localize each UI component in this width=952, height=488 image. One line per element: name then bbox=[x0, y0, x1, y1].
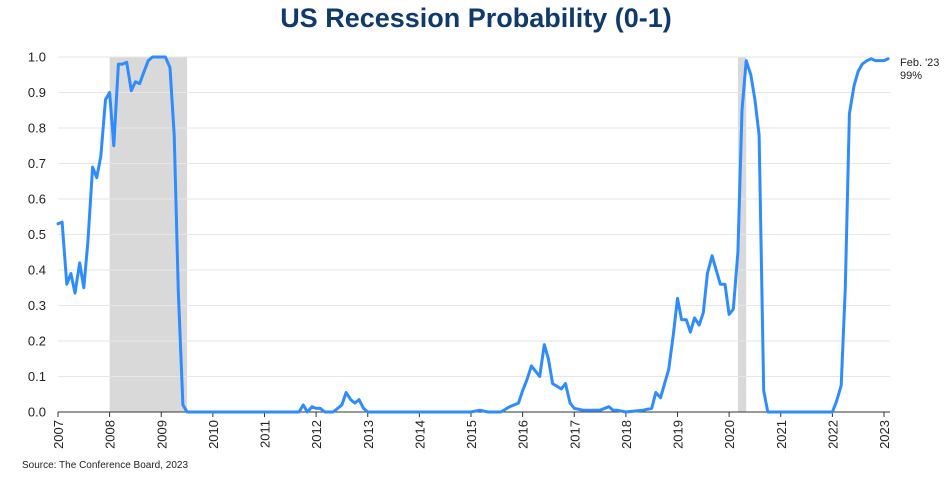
y-tick-label: 0.4 bbox=[28, 263, 46, 278]
y-tick-label: 0.6 bbox=[28, 192, 46, 207]
y-tick-label: 1.0 bbox=[28, 50, 46, 65]
x-tick-label: 2020 bbox=[722, 420, 737, 449]
y-tick-label: 0.9 bbox=[28, 85, 46, 100]
end-annotation-date: Feb. '23 bbox=[900, 57, 939, 69]
x-tick-label: 2014 bbox=[412, 420, 427, 449]
y-tick-label: 0.8 bbox=[28, 121, 46, 136]
x-tick-label: 2013 bbox=[361, 420, 376, 449]
series-line-0 bbox=[56, 55, 890, 414]
y-tick-label: 0.1 bbox=[28, 369, 46, 384]
y-tick-label: 0.0 bbox=[28, 405, 46, 420]
x-tick-label: 2011 bbox=[258, 420, 273, 448]
x-tick-label: 2009 bbox=[154, 420, 169, 449]
x-tick-label: 2015 bbox=[464, 420, 479, 449]
y-tick-label: 0.7 bbox=[28, 156, 46, 171]
x-tick-label: 2016 bbox=[516, 420, 531, 449]
x-tick-label: 2019 bbox=[671, 420, 686, 449]
y-tick-label: 0.3 bbox=[28, 298, 46, 313]
x-tick-label: 2007 bbox=[51, 420, 66, 449]
x-tick-label: 2012 bbox=[309, 420, 324, 449]
x-tick-label: 2018 bbox=[619, 420, 634, 449]
source-note: Source: The Conference Board, 2023 bbox=[22, 460, 189, 471]
x-tick-label: 2023 bbox=[877, 420, 892, 449]
y-tick-label: 0.5 bbox=[28, 227, 46, 242]
end-annotation-value: 99% bbox=[900, 70, 922, 82]
chart-title: US Recession Probability (0-1) bbox=[280, 3, 672, 33]
x-tick-label: 2017 bbox=[567, 420, 582, 449]
y-tick-label: 0.2 bbox=[28, 334, 46, 349]
x-tick-label: 2008 bbox=[103, 420, 118, 449]
x-tick-label: 2021 bbox=[774, 420, 789, 449]
x-tick-label: 2010 bbox=[206, 420, 221, 449]
x-tick-label: 2022 bbox=[825, 420, 840, 449]
